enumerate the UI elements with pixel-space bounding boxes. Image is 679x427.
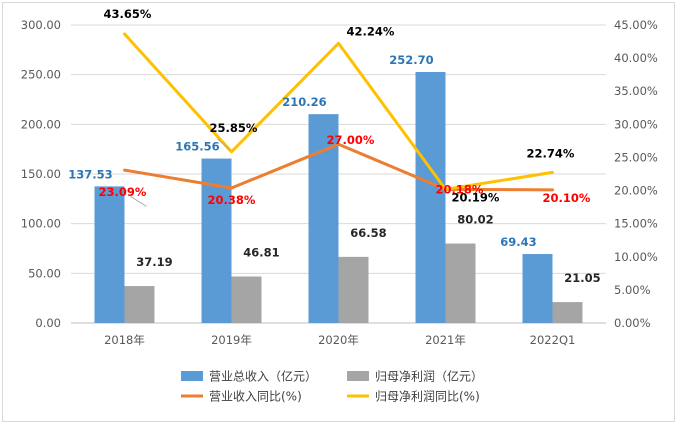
category-label: 2018年: [104, 333, 145, 347]
left-axis-tick: 0.00: [35, 316, 61, 330]
right-axis-tick: 5.00%: [614, 283, 651, 297]
data-label: 46.81: [243, 246, 279, 260]
data-label: 42.24%: [347, 24, 395, 38]
data-label: 43.65%: [104, 7, 152, 21]
data-label: 66.58: [350, 226, 386, 240]
right-axis-tick: 0.00%: [614, 316, 651, 330]
bar: [415, 71, 446, 323]
leader-line: [130, 195, 147, 207]
data-label: 137.53: [68, 167, 112, 181]
legend-label: 归母净利润（亿元）: [375, 369, 483, 384]
legend-swatch: [181, 371, 203, 381]
data-label: 25.85%: [210, 121, 258, 135]
right-axis-tick: 40.00%: [614, 51, 658, 65]
bar: [124, 286, 155, 323]
category-label: 2020年: [318, 333, 359, 347]
right-axis-tick: 45.00%: [614, 18, 658, 32]
left-axis-tick: 250.00: [21, 68, 61, 82]
data-label: 23.09%: [99, 185, 147, 199]
right-axis-tick: 10.00%: [614, 250, 658, 264]
bar: [522, 254, 553, 323]
category-label: 2019年: [211, 333, 252, 347]
bar: [94, 186, 125, 323]
left-axis-tick: 150.00: [21, 167, 61, 181]
data-label: 21.05: [564, 271, 600, 285]
right-axis-tick: 35.00%: [614, 84, 658, 98]
legend-label: 营业收入同比(%): [209, 390, 302, 404]
right-axis-tick: 20.00%: [614, 184, 658, 198]
data-label: 80.02: [457, 213, 493, 227]
bar: [231, 276, 262, 323]
left-axis-tick: 200.00: [21, 117, 61, 131]
data-label: 20.38%: [208, 193, 256, 207]
data-label: 20.10%: [543, 191, 591, 205]
chart-frame: 0.00 50.00 100.00 150.00 200.00 250.00 300.00 0…: [2, 2, 675, 422]
legend-swatch: [347, 371, 369, 381]
right-axis-tick: 30.00%: [614, 117, 658, 131]
series-line: [123, 32, 554, 191]
series-line: [123, 142, 554, 192]
data-label: 37.19: [136, 255, 172, 269]
data-label: 22.74%: [527, 146, 575, 160]
leader-line: [217, 138, 230, 151]
legend-label: 营业总收入（亿元）: [209, 369, 317, 384]
category-label: 2021年: [425, 333, 466, 347]
bar: [445, 243, 476, 323]
data-label: 165.56: [175, 140, 219, 154]
data-label: 27.00%: [327, 133, 375, 147]
category-label: 2022Q1: [530, 333, 576, 347]
data-label: 69.43: [500, 235, 536, 249]
left-axis-tick: 50.00: [28, 266, 61, 280]
legend-label: 归母净利润同比(%): [375, 390, 480, 404]
left-axis-tick: 100.00: [21, 217, 61, 231]
data-label: 210.26: [282, 95, 326, 109]
bar: [552, 302, 583, 323]
data-label: 20.19%: [452, 190, 500, 204]
data-label: 20.18%: [436, 182, 484, 196]
right-axis-tick: 25.00%: [614, 150, 658, 164]
left-axis-tick: 300.00: [21, 18, 61, 32]
bar: [338, 256, 369, 323]
right-axis-tick: 15.00%: [614, 217, 658, 231]
data-label: 252.70: [389, 53, 433, 67]
combo-chart: 0.00 50.00 100.00 150.00 200.00 250.00 300.00 0…: [21, 7, 658, 404]
